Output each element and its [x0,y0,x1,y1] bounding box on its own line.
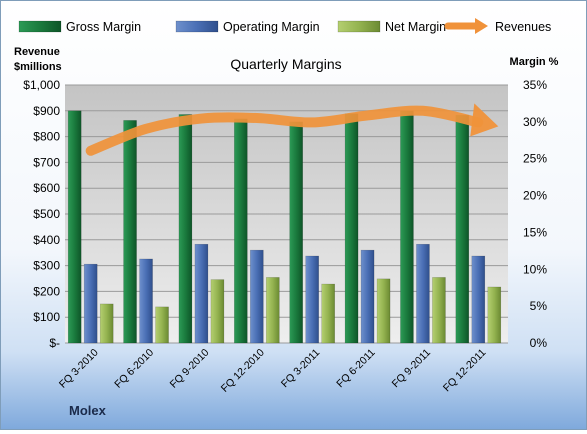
x-axis-ticks: FQ 3-2010 FQ 6-2010 FQ 9-2010 FQ 12-2010 FQ … [57,347,489,395]
x-tick-label: FQ 6-2010 [112,347,156,391]
legend[interactable]: Gross Margin Operating Margin Net Margin Re… [18,18,551,34]
chart-title: Quarterly Margins [230,56,341,72]
x-tick-label: FQ 9-2011 [390,347,434,391]
net-margin-bar [321,283,335,344]
operating-margin-bar [416,243,430,344]
left-axis-title: Revenue $millions [14,46,63,73]
source-label: Molex [69,403,107,418]
x-tick-label: FQ 3-2011 [279,347,323,391]
legend-item-gross-margin[interactable]: Gross Margin [18,20,141,34]
revenue-line-path [85,105,484,156]
right-axis-ticks: 0% 5% 10% 15% 20% 25% 30% 35% [523,78,547,350]
left-axis-ticks: $- $100 $200 $300 $400 $500 $600 $700 $800 $900 $1… [23,78,60,350]
left-tick-label: $- [49,336,60,350]
gross-margin-bar [123,120,137,344]
left-axis-title-line-2: $millions [14,61,62,73]
gross-margin-bar [67,110,82,344]
gross-margin-bar [344,113,359,344]
left-tick-label: $900 [33,104,60,118]
operating-margin-bar [360,249,375,344]
x-tick-label: FQ 12-2011 [441,347,489,395]
x-tick-label: FQ 6-2011 [334,347,378,391]
x-tick-label: FQ 12-2010 [219,347,267,395]
net-margin-bar [432,277,446,344]
left-tick-label: $1,000 [23,78,60,92]
right-tick-label: 0% [530,336,548,350]
right-tick-label: 10% [523,262,547,276]
right-axis-title: Margin % [510,56,559,68]
left-tick-label: $600 [33,181,60,195]
left-tick-label: $100 [33,310,60,324]
legend-label: Operating Margin [223,20,320,34]
x-tick-label: FQ 3-2010 [57,347,101,391]
legend-swatch [337,20,381,33]
right-tick-label: 15% [523,225,547,239]
right-tick-label: 5% [530,299,548,313]
gross-margin-bar [455,114,470,344]
right-tick-label: 30% [523,115,547,129]
revenue-line [85,103,499,156]
gross-margin-bar [178,114,193,344]
revenue-arrowhead [470,103,499,137]
gross-margin-bar [400,110,414,344]
operating-margin-bar [250,249,264,344]
operating-margin-bar [139,258,153,344]
legend-item-net-margin[interactable]: Net Margin [337,20,446,34]
legend-label: Revenues [495,20,551,34]
right-tick-label: 20% [523,189,547,203]
net-margin-bar [376,278,391,344]
left-tick-label: $300 [33,259,60,273]
legend-arrowhead [475,18,488,34]
net-margin-bar [210,279,225,344]
gross-margin-bar [289,121,303,344]
right-tick-label: 25% [523,152,547,166]
bar-series [67,110,502,344]
operating-margin-bar [194,243,209,344]
operating-margin-bar [305,255,319,344]
legend-label: Net Margin [385,20,446,34]
legend-item-revenues[interactable]: Revenues [444,18,551,34]
left-tick-label: $200 [33,284,60,298]
operating-margin-bar [83,263,98,344]
left-tick-label: $700 [33,155,60,169]
x-tick-label: FQ 9-2010 [168,347,212,391]
left-axis-title-line-1: Revenue [14,46,60,58]
legend-swatch [175,20,219,33]
net-margin-bar [155,306,169,344]
net-margin-bar [266,277,280,344]
right-tick-label: 35% [523,78,547,92]
gross-margin-bar [234,118,248,344]
legend-label: Gross Margin [66,20,141,34]
operating-margin-bar [471,255,486,344]
net-margin-bar [487,286,502,344]
legend-item-operating-margin[interactable]: Operating Margin [175,20,320,34]
legend-swatch [18,20,62,33]
left-tick-label: $800 [33,130,60,144]
net-margin-bar [99,303,114,344]
left-tick-label: $500 [33,207,60,221]
left-tick-label: $400 [33,233,60,247]
